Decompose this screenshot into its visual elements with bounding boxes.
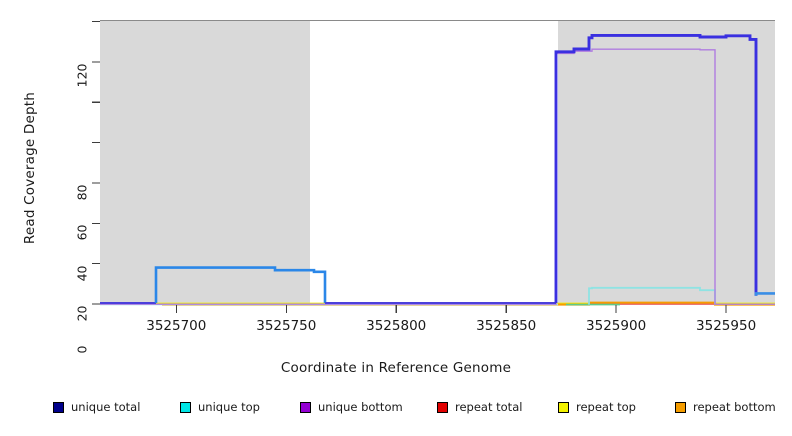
legend-item-unique-top: unique top: [180, 398, 260, 416]
legend-swatch-icon-repeat-total: [437, 401, 448, 413]
legend: unique total unique top unique bottom re…: [0, 398, 792, 420]
shaded-region-left: [100, 20, 310, 304]
plot-svg: [100, 20, 775, 306]
legend-label-repeat-bottom: repeat bottom: [693, 400, 776, 414]
series-unique-top-peak: [588, 286, 716, 305]
legend-item-repeat-top: repeat top: [558, 398, 636, 416]
x-tick-label-2: 3525800: [366, 318, 427, 334]
legend-item-unique-bottom: unique bottom: [300, 398, 403, 416]
legend-swatch-icon-unique-bottom: [300, 401, 311, 413]
legend-label-unique-bottom: unique bottom: [318, 400, 403, 414]
legend-label-repeat-top: repeat top: [576, 400, 636, 414]
y-axis: 120 80 60 40 20 0: [0, 0, 100, 432]
shaded-region-right: [558, 20, 775, 304]
legend-swatch-icon-unique-total: [53, 401, 64, 413]
x-tick-label-0: 3525700: [146, 318, 207, 334]
plot-area: [100, 18, 775, 306]
series-unique-total-peak: [554, 33, 758, 303]
series-unique-total-tail: [754, 292, 775, 296]
legend-label-unique-top: unique top: [198, 400, 260, 414]
legend-label-repeat-total: repeat total: [455, 400, 523, 414]
y-axis-ticks: [92, 20, 100, 305]
x-tick-label-5: 3525950: [696, 318, 757, 334]
legend-swatch-icon-unique-top: [180, 401, 191, 413]
legend-swatch-icon-repeat-top: [558, 401, 569, 413]
series-unique-total-plateau-left: [154, 266, 327, 303]
legend-item-repeat-total: repeat total: [437, 398, 522, 416]
x-tick-label-1: 3525750: [256, 318, 317, 334]
legend-label-unique-total: unique total: [71, 400, 141, 414]
x-axis-title: Coordinate in Reference Genome: [280, 360, 512, 376]
shaded-regions: [100, 20, 775, 304]
legend-item-repeat-bottom: repeat bottom: [675, 398, 776, 416]
legend-item-unique-total: unique total: [53, 398, 140, 416]
x-tick-label-3: 3525850: [476, 318, 537, 334]
legend-swatch-icon-repeat-bottom: [675, 401, 686, 413]
x-tick-label-4: 3525900: [586, 318, 647, 334]
